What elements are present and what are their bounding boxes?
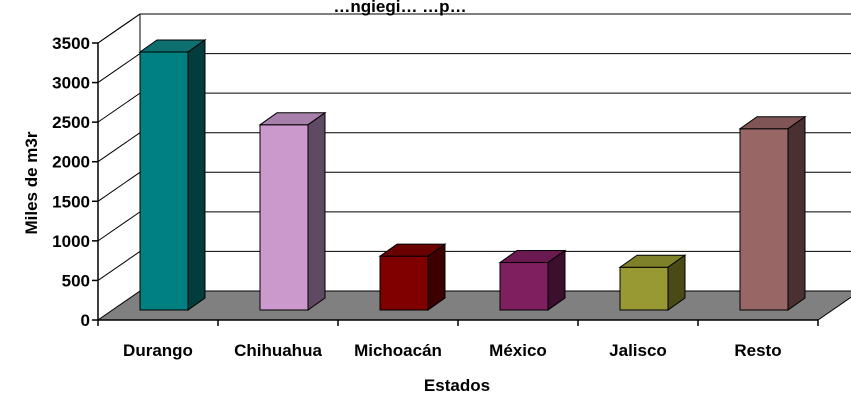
- y-tick-label: 1000: [52, 232, 90, 251]
- gridline-side: [97, 251, 141, 281]
- gridline-side: [97, 132, 141, 163]
- x-axis-title: Estados: [424, 376, 490, 395]
- plot-floor: [96, 290, 851, 321]
- bar-side: [187, 39, 206, 311]
- gridline-side: [97, 13, 141, 44]
- y-tick-label: 3500: [52, 34, 90, 53]
- y-tick-label: 3000: [52, 74, 90, 93]
- x-axis-categories: Durango Chihuahua Michoacán México Jalisco Re…: [97, 320, 819, 360]
- chart-title: …ngiegi… …p…: [333, 0, 466, 16]
- bar-front: [619, 266, 669, 311]
- y-tick-label: 2000: [52, 153, 90, 172]
- bar: [738, 115, 807, 311]
- gridline-side: [97, 53, 141, 83]
- bar-side: [787, 115, 806, 311]
- plot-back-wall: [97, 13, 851, 292]
- bar: [138, 39, 207, 311]
- x-category-label: Jalisco: [609, 341, 667, 360]
- bar-front: [739, 128, 789, 311]
- y-tick-label: 1500: [52, 192, 90, 211]
- gridline-side: [97, 171, 141, 202]
- bar-front: [379, 255, 429, 311]
- bar-front: [499, 262, 549, 311]
- bar: [378, 243, 447, 311]
- x-category-label: Michoacán: [354, 341, 442, 360]
- floor-plane: [96, 290, 851, 321]
- y-axis-title: Miles de m3r: [22, 131, 41, 234]
- bar: [258, 111, 327, 311]
- x-category-label: Resto: [734, 341, 781, 360]
- bar: [618, 254, 687, 311]
- bars: [138, 39, 807, 311]
- x-category-label: Chihuahua: [234, 341, 322, 360]
- gridlines: [97, 13, 851, 281]
- bar-side: [547, 249, 566, 311]
- x-category-label: Durango: [123, 341, 193, 360]
- gridline-side: [97, 211, 141, 242]
- bar-side: [667, 254, 686, 311]
- y-tick-label: 0: [81, 311, 90, 330]
- axes: [97, 43, 818, 321]
- bar-side: [427, 243, 446, 311]
- bar-side: [307, 111, 326, 311]
- gridline-side: [97, 92, 141, 123]
- bar: [498, 249, 567, 311]
- bar-front: [139, 51, 189, 311]
- y-tick-label: 500: [62, 271, 90, 290]
- x-category-label: México: [489, 341, 547, 360]
- y-axis-ticks: 0 500 1000 1500 2000 2500 3000 3500: [52, 34, 98, 330]
- bar-front: [259, 124, 309, 311]
- y-tick-label: 2500: [52, 113, 90, 132]
